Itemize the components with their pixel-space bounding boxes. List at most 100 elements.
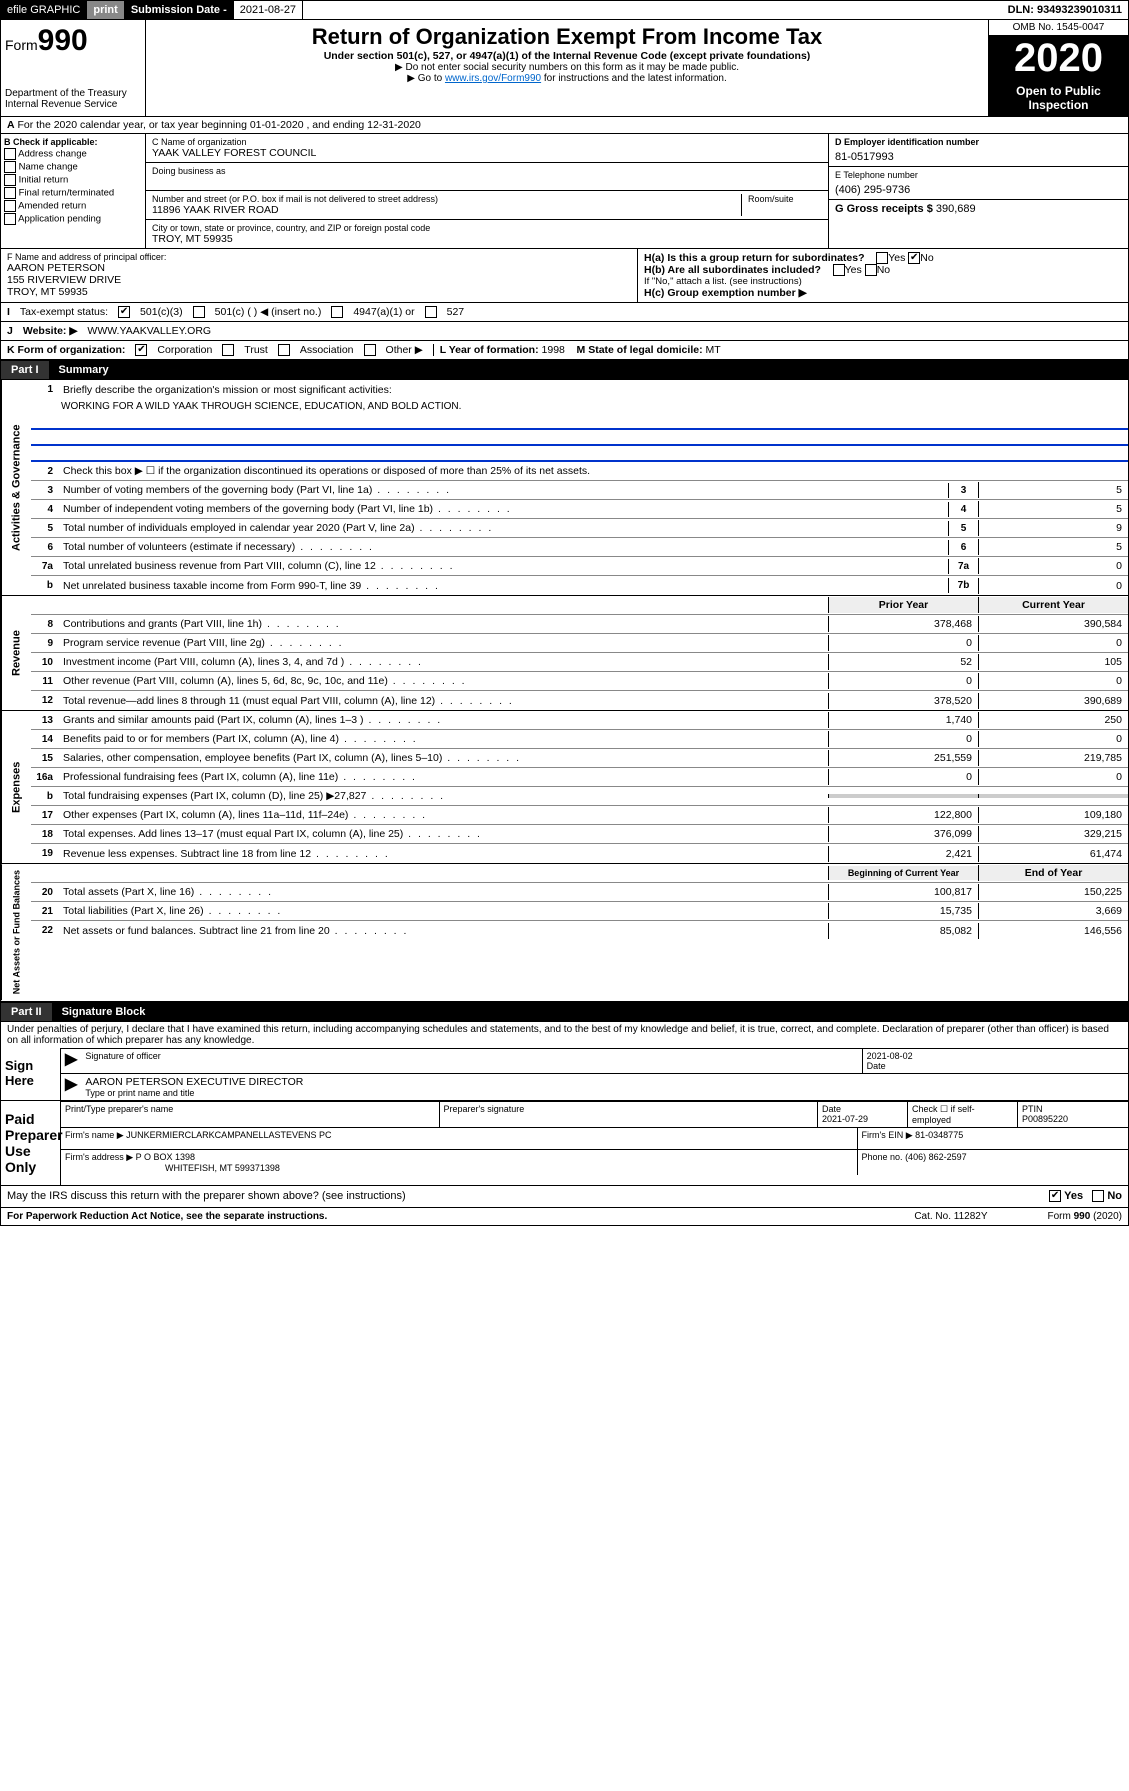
officer-name: AARON PETERSON (7, 262, 631, 274)
discuss-yes[interactable] (1049, 1190, 1061, 1202)
prior-year-value: 122,800 (828, 807, 978, 823)
check-501c[interactable] (193, 306, 205, 318)
submission-date-label: Submission Date - (125, 1, 234, 19)
check-4947[interactable] (331, 306, 343, 318)
instructions-link[interactable]: www.irs.gov/Form990 (445, 73, 541, 84)
side-label-netassets: Net Assets or Fund Balances (1, 864, 31, 1000)
mission-statement: WORKING FOR A WILD YAAK THROUGH SCIENCE,… (31, 399, 1128, 414)
check-association[interactable] (278, 344, 290, 356)
box-h-group: H(a) Is this a group return for subordin… (638, 249, 1128, 302)
prior-year-value: 0 (828, 731, 978, 747)
section-net-assets: Net Assets or Fund Balances Beginning of… (0, 864, 1129, 1001)
year-formation: 1998 (542, 344, 565, 356)
state-domicile: MT (706, 344, 721, 356)
row-k-formation: K Form of organization: Corporation Trus… (0, 341, 1129, 360)
print-button[interactable]: print (87, 1, 124, 19)
check-initial-return[interactable] (4, 174, 16, 186)
form-subtitle: Under section 501(c), 527, or 4947(a)(1)… (154, 50, 980, 62)
check-527[interactable] (425, 306, 437, 318)
current-year-value: 0 (978, 731, 1128, 747)
check-trust[interactable] (222, 344, 234, 356)
hb-no[interactable] (865, 264, 877, 276)
current-year-value: 390,584 (978, 616, 1128, 632)
arrow-icon: ▶ (61, 1049, 81, 1073)
current-year-value: 146,556 (978, 923, 1128, 939)
current-year-value: 219,785 (978, 750, 1128, 766)
form-number: 990 (38, 24, 88, 57)
ha-yes[interactable] (876, 252, 888, 264)
officer-group-block: F Name and address of principal officer:… (0, 249, 1129, 303)
summary-line: 14 Benefits paid to or for members (Part… (31, 730, 1128, 749)
paid-preparer-label: Paid Preparer Use Only (1, 1101, 61, 1185)
summary-line: 21 Total liabilities (Part X, line 26) 1… (31, 902, 1128, 921)
dept-treasury: Department of the Treasury (5, 88, 141, 99)
line-value: 5 (978, 501, 1128, 517)
summary-line: 20 Total assets (Part X, line 16) 100,81… (31, 883, 1128, 902)
firm-name: JUNKERMIERCLARKCAMPANELLASTEVENS PC (126, 1130, 331, 1140)
prior-year-value: 378,468 (828, 616, 978, 632)
summary-line: 3 Number of voting members of the govern… (31, 481, 1128, 500)
summary-line: 16a Professional fundraising fees (Part … (31, 768, 1128, 787)
line-value: 0 (978, 578, 1128, 594)
summary-line: 19 Revenue less expenses. Subtract line … (31, 844, 1128, 863)
ein-value: 81-0517993 (835, 147, 1122, 163)
summary-line: 22 Net assets or fund balances. Subtract… (31, 921, 1128, 940)
officer-print-name: AARON PETERSON EXECUTIVE DIRECTOR (85, 1076, 1124, 1088)
ssn-note: ▶ Do not enter social security numbers o… (154, 62, 980, 73)
top-toolbar: efile GRAPHIC print Submission Date - 20… (0, 0, 1129, 20)
year-block: OMB No. 1545-0047 2020 Open to Public In… (988, 20, 1128, 116)
side-label-governance: Activities & Governance (1, 380, 31, 595)
prior-year-value: 251,559 (828, 750, 978, 766)
summary-line: 7a Total unrelated business revenue from… (31, 557, 1128, 576)
prior-year-value: 2,421 (828, 846, 978, 862)
submission-date-value: 2021-08-27 (234, 1, 303, 19)
summary-line: 4 Number of independent voting members o… (31, 500, 1128, 519)
discuss-no[interactable] (1092, 1190, 1104, 1202)
current-year-value: 0 (978, 673, 1128, 689)
check-final-return[interactable] (4, 187, 16, 199)
current-year-value: 109,180 (978, 807, 1128, 823)
current-year-value (978, 794, 1128, 798)
phone-value: (406) 295-9736 (835, 180, 1122, 196)
check-other[interactable] (364, 344, 376, 356)
efile-label: efile GRAPHIC (1, 1, 87, 19)
org-city: TROY, MT 59935 (152, 233, 822, 245)
page-footer: For Paperwork Reduction Act Notice, see … (0, 1208, 1129, 1226)
prior-year-value: 0 (828, 635, 978, 651)
prior-year-value: 0 (828, 673, 978, 689)
prior-year-value: 0 (828, 769, 978, 785)
current-year-value: 390,689 (978, 693, 1128, 709)
form-ref: Form 990 (2020) (1048, 1211, 1122, 1222)
catalog-number: Cat. No. 11282Y (914, 1211, 987, 1222)
entity-block: B Check if applicable: Address change Na… (0, 134, 1129, 249)
summary-line: 12 Total revenue—add lines 8 through 11 … (31, 691, 1128, 710)
dept-irs: Internal Revenue Service (5, 99, 141, 110)
side-label-expenses: Expenses (1, 711, 31, 863)
check-amended[interactable] (4, 200, 16, 212)
box-f-officer: F Name and address of principal officer:… (1, 249, 638, 302)
ha-no[interactable] (908, 252, 920, 264)
sign-here-label: Sign Here (1, 1048, 61, 1100)
perjury-declaration: Under penalties of perjury, I declare th… (1, 1022, 1128, 1048)
check-application-pending[interactable] (4, 213, 16, 225)
prior-year-value: 376,099 (828, 826, 978, 842)
col-begin-year: Beginning of Current Year (828, 866, 978, 880)
hb-yes[interactable] (833, 264, 845, 276)
current-year-value: 105 (978, 654, 1128, 670)
check-address-change[interactable] (4, 148, 16, 160)
check-501c3[interactable] (118, 306, 130, 318)
form-header: Form990 Department of the Treasury Inter… (0, 20, 1129, 117)
officer-sign-date: 2021-08-02 (867, 1051, 1124, 1061)
row-a-period: A For the 2020 calendar year, or tax yea… (0, 117, 1129, 134)
prior-year-value: 1,740 (828, 712, 978, 728)
side-label-revenue: Revenue (1, 596, 31, 710)
gross-receipts: 390,689 (936, 203, 976, 215)
prior-year-value: 85,082 (828, 923, 978, 939)
check-name-change[interactable] (4, 161, 16, 173)
preparer-date: 2021-07-29 (822, 1114, 903, 1124)
summary-line: 17 Other expenses (Part IX, column (A), … (31, 806, 1128, 825)
check-corporation[interactable] (135, 344, 147, 356)
form-id-block: Form990 Department of the Treasury Inter… (1, 20, 146, 116)
prior-year-value: 100,817 (828, 884, 978, 900)
discuss-question: May the IRS discuss this return with the… (7, 1190, 406, 1202)
